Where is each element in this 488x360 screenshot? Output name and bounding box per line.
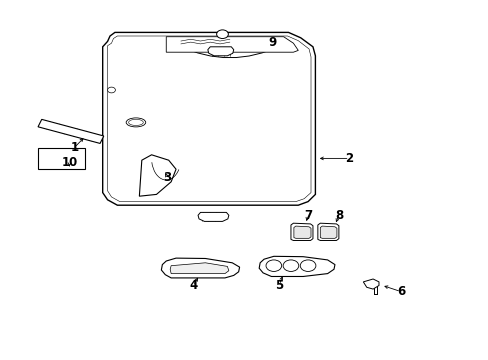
Ellipse shape [128, 119, 143, 126]
Circle shape [300, 260, 315, 271]
Bar [38, 148, 84, 169]
Polygon shape [166, 37, 298, 52]
Text: 3: 3 [163, 171, 171, 184]
Polygon shape [259, 256, 334, 276]
Polygon shape [207, 47, 233, 56]
Circle shape [283, 260, 298, 271]
Polygon shape [102, 32, 315, 205]
Polygon shape [170, 263, 228, 274]
Polygon shape [198, 212, 228, 221]
Circle shape [265, 260, 281, 271]
Polygon shape [317, 223, 338, 240]
Text: 7: 7 [304, 209, 311, 222]
Text: 2: 2 [345, 152, 353, 165]
Ellipse shape [126, 118, 145, 127]
Text: 9: 9 [268, 36, 276, 49]
Text: 6: 6 [396, 285, 404, 298]
Text: 4: 4 [189, 279, 197, 292]
Text: 1: 1 [70, 141, 78, 154]
Polygon shape [161, 258, 239, 278]
Polygon shape [38, 120, 103, 143]
Polygon shape [139, 155, 176, 196]
Polygon shape [363, 279, 378, 289]
Circle shape [216, 30, 228, 39]
Text: 5: 5 [275, 279, 283, 292]
Text: 10: 10 [61, 156, 78, 169]
Circle shape [107, 87, 115, 93]
Polygon shape [290, 223, 312, 240]
Polygon shape [320, 226, 336, 238]
Polygon shape [293, 226, 310, 238]
Text: 8: 8 [334, 209, 342, 222]
